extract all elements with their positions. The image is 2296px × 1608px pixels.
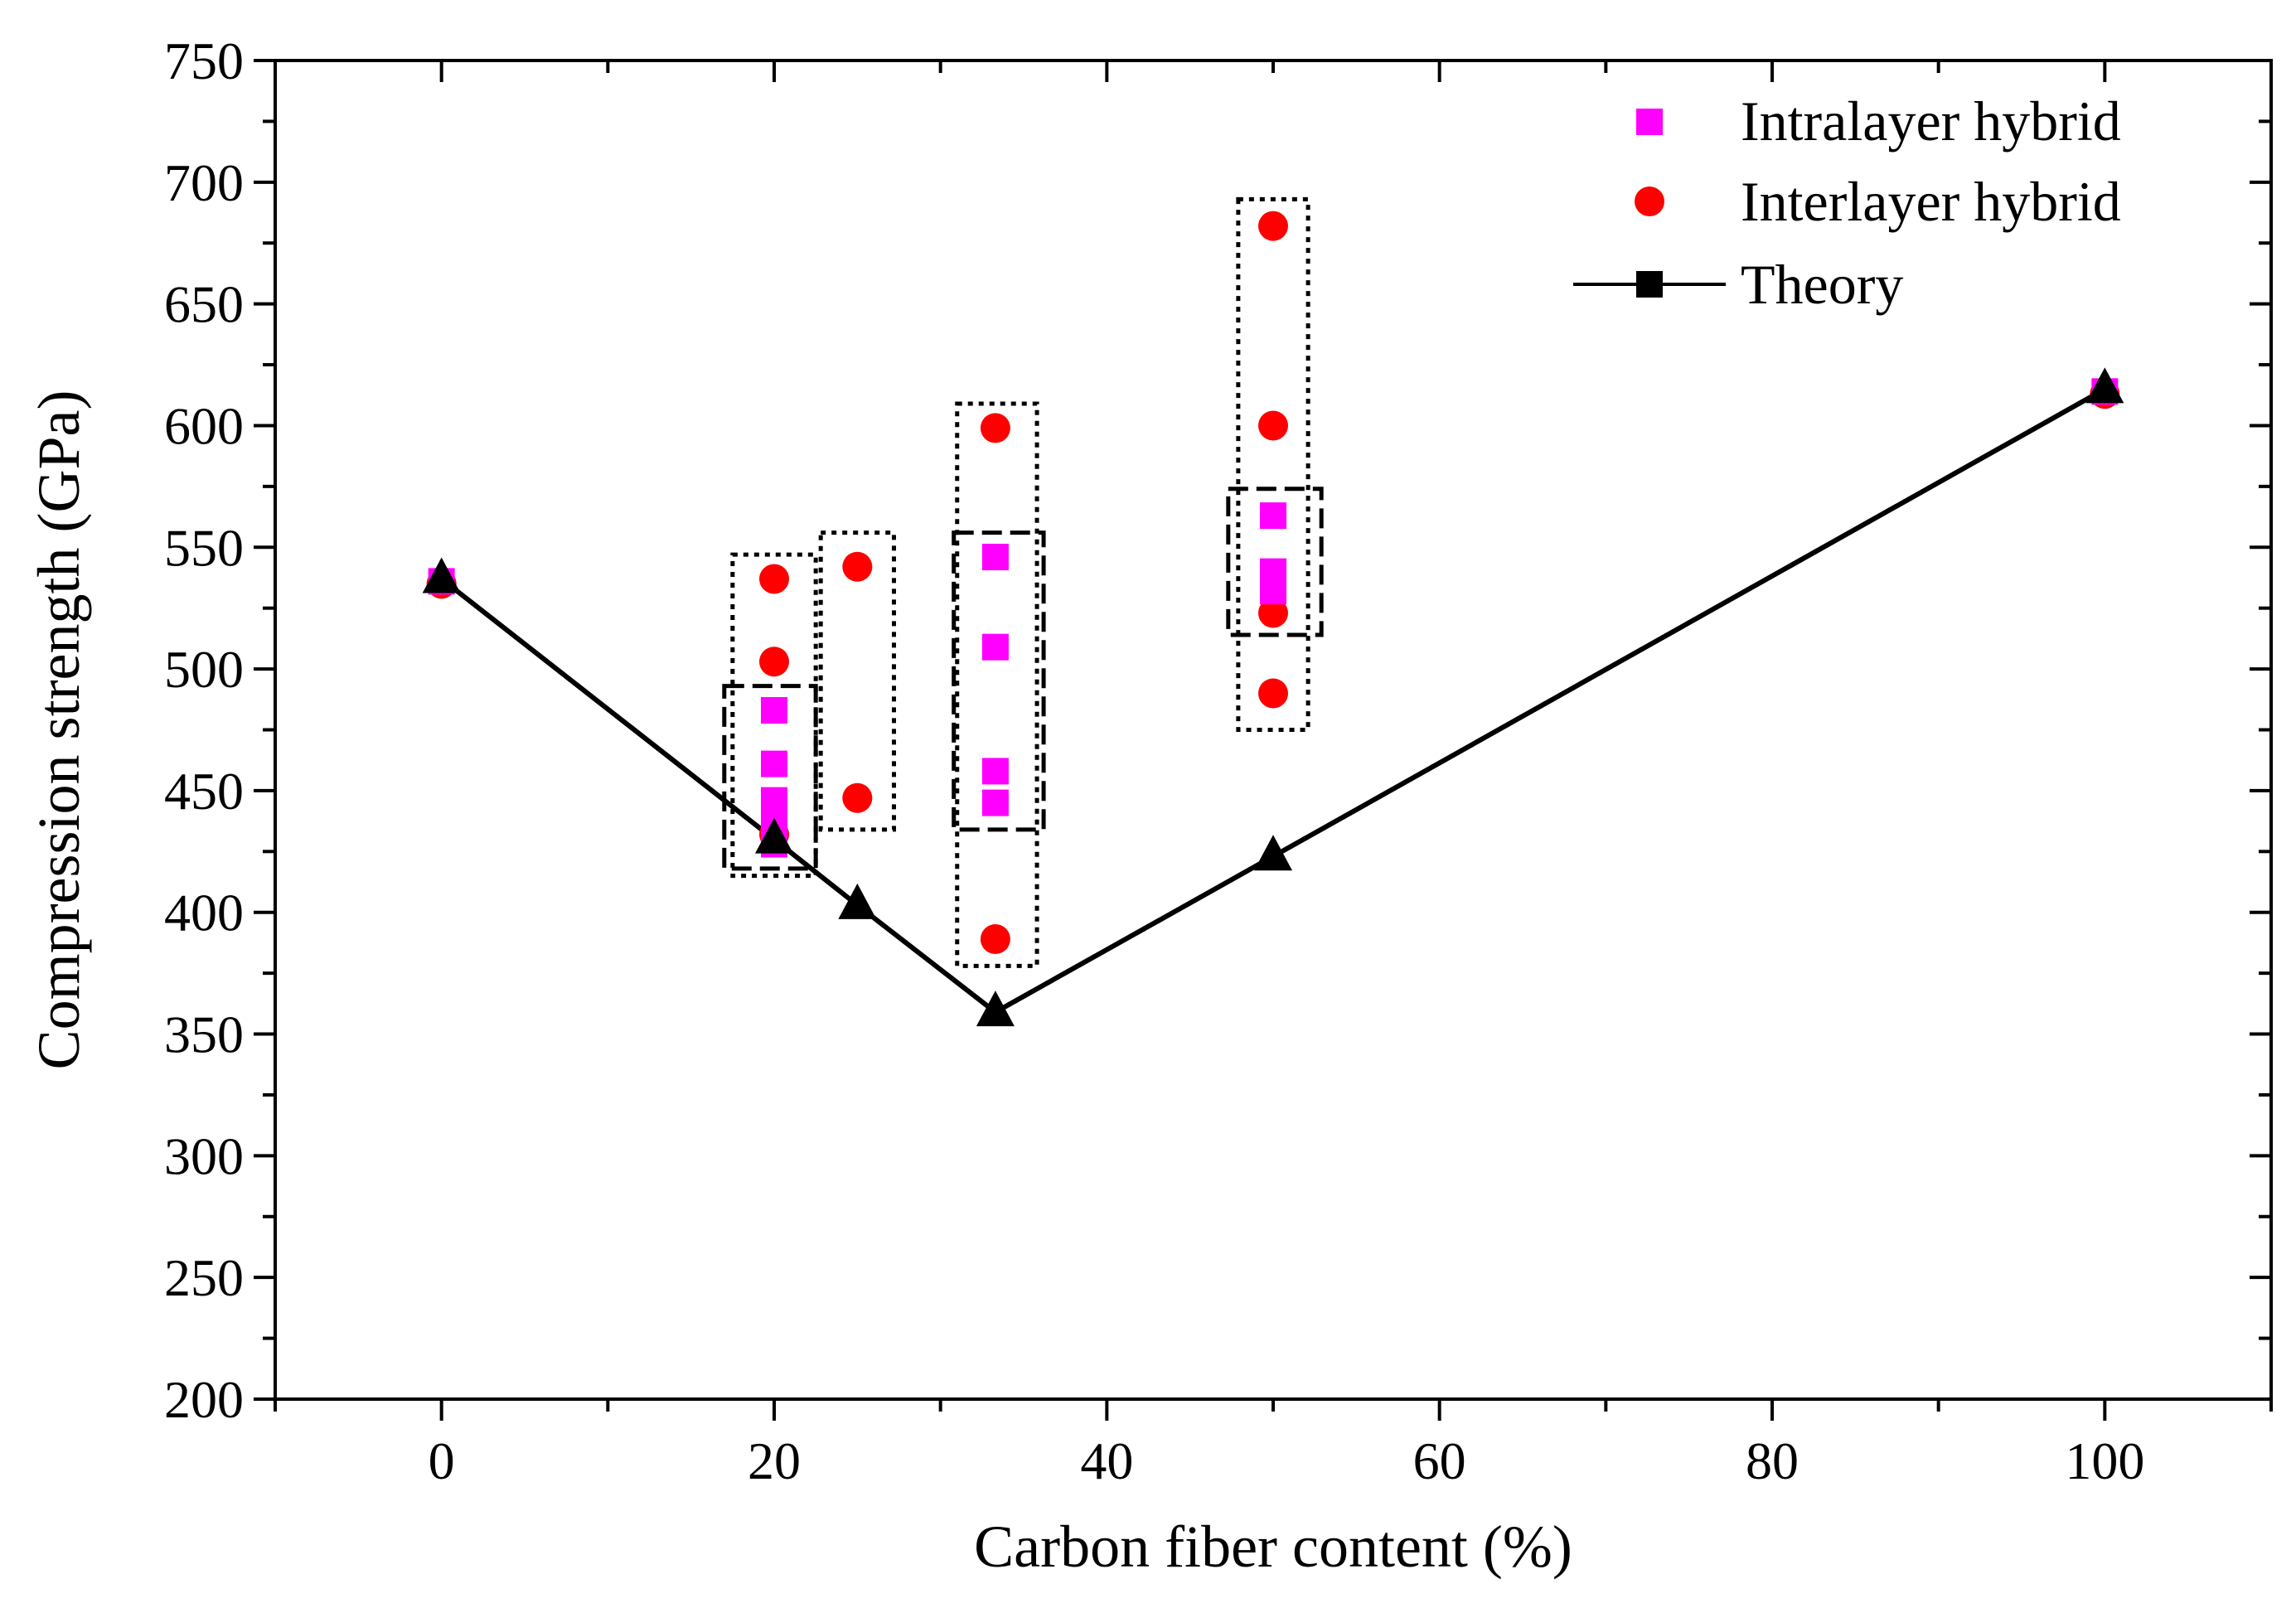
y-tick-label: 600 [164,396,244,455]
legend-entry-intralayer: Intralayer hybrid [1636,90,2121,153]
data-series [422,211,2124,1027]
y-tick-label: 300 [164,1126,244,1185]
theory-point [422,557,461,593]
legend-entry-theory: Theory [1573,253,1903,316]
x-tick-label: 80 [1746,1431,1799,1490]
y-tick-label: 650 [164,275,244,334]
y-axis-title: Compression strength (GPa) [26,390,92,1070]
dotted-group-box [818,530,896,832]
legend-circle-marker [1635,186,1664,216]
intralayer-point [1260,578,1286,605]
theory-point [755,817,793,854]
x-tick-label: 100 [2065,1431,2144,1490]
y-tick-label: 450 [164,762,244,821]
interlayer-point [1258,211,1288,241]
axis-ticks [254,59,2273,1421]
legend-label-intralayer: Intralayer hybrid [1741,90,2121,153]
intralayer-point [761,750,787,777]
intralayer-point [761,697,787,724]
dashed-group-box [722,684,818,871]
y-tick-label: 750 [164,31,244,90]
x-tick-label: 60 [1413,1431,1466,1490]
interlayer-point [842,551,873,582]
theory-point [976,990,1015,1027]
theory-point [1254,835,1292,871]
interlayer-point [759,564,789,594]
x-tick-label: 20 [748,1431,801,1490]
interlayer-point [842,782,873,813]
interlayer-point [759,647,789,677]
dotted-group-box [955,401,1039,968]
legend-black-square-marker [1636,271,1663,298]
interlayer-point [980,924,1010,955]
intralayer-point [981,789,1009,816]
intralayer-point [1260,502,1286,530]
interlayer-point [1258,678,1288,709]
tick-labels: 0 20 40 60 80 100 200 250 300 350 400 450 500 550 600 6… [164,31,2144,1490]
interlayer-point [980,413,1010,443]
theory-line [439,386,2106,1015]
dotted-group-box [1236,196,1310,732]
legend-entry-interlayer: Interlayer hybrid [1635,170,2121,233]
y-tick-label: 550 [164,518,244,577]
y-tick-label: 200 [164,1370,244,1429]
intralayer-point [981,758,1009,785]
x-axis-title: Carbon fiber content (%) [974,1514,1572,1580]
x-tick-label: 40 [1080,1431,1133,1490]
theory-point [838,883,877,919]
y-tick-label: 400 [164,884,244,942]
legend-label-interlayer: Interlayer hybrid [1741,170,2121,233]
intralayer-point [981,544,1009,571]
legend-square-marker [1636,109,1663,135]
dotted-group-box [730,552,818,879]
y-tick-label: 700 [164,153,244,212]
y-tick-label: 350 [164,1005,244,1064]
dashed-group-box [952,530,1046,832]
legend: Intralayer hybrid Interlayer hybrid Theo… [1573,90,2121,316]
theory-point [2085,367,2124,404]
legend-label-theory: Theory [1741,253,1903,316]
interlayer-point [1258,410,1288,441]
x-tick-label: 0 [429,1431,455,1490]
interlayer-point [1258,598,1288,628]
intralayer-point [981,633,1009,661]
dashed-group-box [1226,487,1324,637]
y-tick-label: 500 [164,640,244,699]
annotation-boxes [722,196,1324,968]
y-tick-label: 250 [164,1248,244,1307]
plot-frame [274,59,2273,1401]
